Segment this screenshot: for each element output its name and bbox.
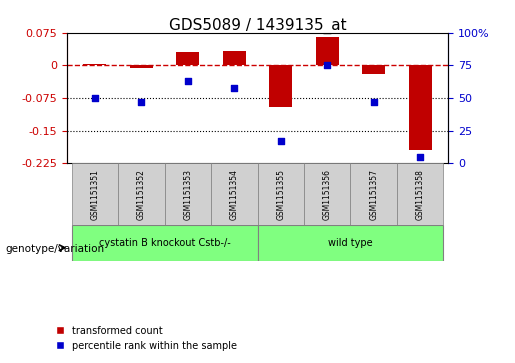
Text: wild type: wild type [328,238,373,248]
Bar [362,65,385,74]
Text: GDS5089 / 1439135_at: GDS5089 / 1439135_at [169,18,346,34]
FancyBboxPatch shape [350,163,397,225]
FancyBboxPatch shape [72,163,118,225]
Point [230,85,238,90]
Text: GSM1151354: GSM1151354 [230,169,239,220]
Bar [83,64,107,65]
Bar [316,37,339,65]
Point [91,95,99,101]
Point [277,138,285,144]
Legend: transformed count, percentile rank within the sample: transformed count, percentile rank withi… [46,322,241,355]
FancyBboxPatch shape [118,163,165,225]
Text: GSM1151358: GSM1151358 [416,169,425,220]
Point [323,62,331,68]
Text: GSM1151357: GSM1151357 [369,169,378,220]
FancyBboxPatch shape [397,163,443,225]
Bar [176,52,199,65]
FancyBboxPatch shape [304,163,350,225]
Bar [130,65,153,68]
Text: GSM1151355: GSM1151355 [276,169,285,220]
Point [370,99,378,105]
FancyBboxPatch shape [72,225,258,261]
Point [184,78,192,84]
FancyBboxPatch shape [211,163,258,225]
Text: GSM1151356: GSM1151356 [323,169,332,220]
Text: genotype/variation: genotype/variation [5,244,104,254]
Text: GSM1151352: GSM1151352 [137,169,146,220]
FancyBboxPatch shape [165,163,211,225]
FancyBboxPatch shape [258,163,304,225]
Point [137,99,145,105]
Bar [222,51,246,65]
Bar [269,65,293,107]
Text: GSM1151353: GSM1151353 [183,169,192,220]
FancyBboxPatch shape [258,225,443,261]
Bar [408,65,432,150]
Text: cystatin B knockout Cstb-/-: cystatin B knockout Cstb-/- [99,238,230,248]
Point [416,154,424,160]
Text: GSM1151351: GSM1151351 [90,169,99,220]
